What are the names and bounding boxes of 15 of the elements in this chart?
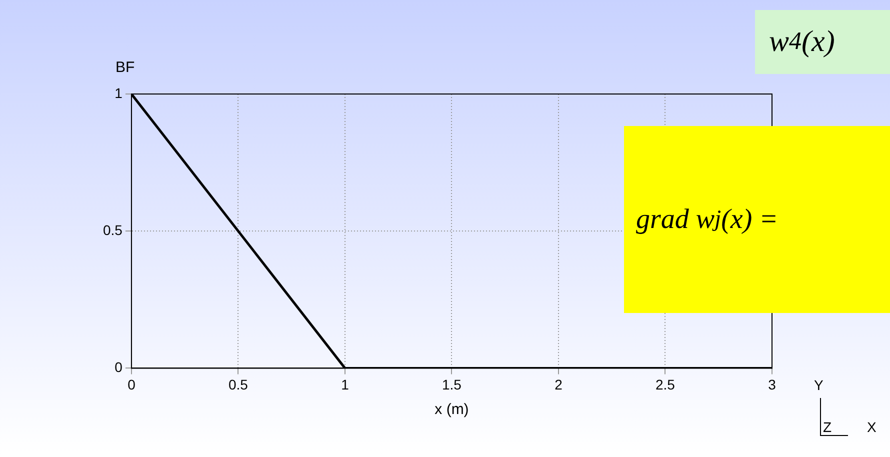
x-tick-label: 0 [128, 376, 136, 392]
text: Y [814, 377, 824, 393]
y-axis-title: BF [115, 59, 135, 76]
x-tick-label: 2.5 [656, 376, 676, 392]
x-tick-label: 0.5 [228, 376, 248, 392]
x-tick-label: 2 [554, 376, 563, 392]
text: X [867, 419, 876, 435]
y-tick-label: 0.5 [102, 222, 123, 238]
y-tick-label: 1 [114, 84, 123, 101]
x-tick-label: 1 [341, 376, 350, 392]
x-tick-label: 1.5 [442, 376, 462, 392]
y-tick-label: 0 [114, 359, 123, 376]
x-axis-title: x (m) [434, 401, 469, 418]
x-tick-label: 3 [768, 376, 776, 392]
text: Z [823, 419, 832, 435]
